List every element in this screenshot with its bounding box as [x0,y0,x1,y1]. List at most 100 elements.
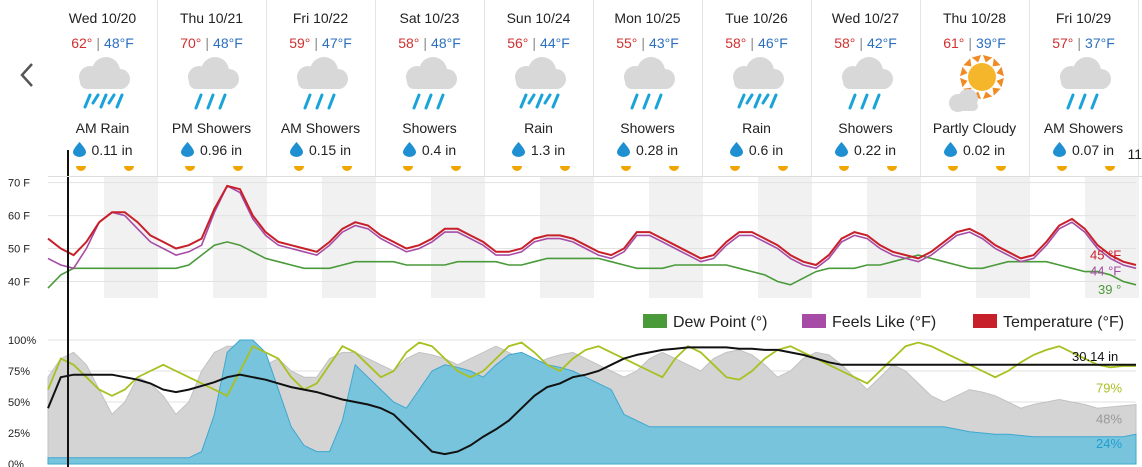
day-temps: 70° | 48°F [157,35,266,51]
sunrise-icon [1057,166,1067,171]
day-precip: 0.96 in [157,142,266,158]
temp-separator: | [750,35,755,51]
legend-swatch-temperature [973,314,997,328]
day-column[interactable]: Thu 10/28 61° | 39°F Partly Cloudy 0.02 in [920,0,1030,176]
sunrise-icon [621,166,631,171]
y-tick-label: 50% [8,397,30,409]
y-tick-label: 40 F [8,277,30,289]
day-precip: 0.22 in [811,142,920,158]
temp-separator: | [314,35,319,51]
sunrise-icon [185,166,195,171]
sunset-icon [669,166,679,171]
temp-separator: | [968,35,973,51]
day-date: Wed 10/27 [831,10,900,26]
high-temp: 58° [834,35,856,51]
day-condition: Showers [620,120,675,136]
day-condition: AM Rain [75,120,130,136]
day-column[interactable]: Sun 10/24 56° | 44°F Rain 1.3 in [484,0,594,176]
day-column[interactable]: Fri 10/29 57° | 37°F AM Showers 0.07 in [1029,0,1139,176]
humidity-line [47,341,1136,397]
day-date: Thu 10/28 [942,10,1007,26]
day-condition: Rain [524,120,553,136]
legend-label-dew-point: Dew Point (°) [673,314,767,331]
sunset-icon [778,166,788,171]
day-date: Tue 10/26 [725,10,788,26]
low-temp: 39°F [976,35,1006,51]
night-band [1085,176,1139,298]
temp-separator: | [423,35,428,51]
day-column[interactable]: Mon 10/25 55° | 43°F Showers 0.28 in [593,0,703,176]
raindrop-icon [834,142,848,157]
temp-separator: | [205,35,210,51]
temp-separator: | [96,35,101,51]
night-band [431,176,485,298]
day-temps: 58° | 46°F [702,35,811,51]
day-condition: Showers [838,120,893,136]
day-temps: 61° | 39°F [920,35,1029,51]
day-column[interactable]: Wed 10/27 58° | 42°F Showers 0.22 in [811,0,921,176]
y-tick-label: 100% [8,335,36,347]
low-temp: 37°F [1085,35,1115,51]
day-precip: 0.28 in [593,142,702,158]
low-temp: 47°F [322,35,352,51]
sunrise-icon [294,166,304,171]
next-day-partial-label: 11 [1127,146,1142,162]
legend-label-temperature: Temperature (°F) [1003,314,1124,331]
sunrise-icon [403,166,413,171]
raindrop-icon [511,142,525,157]
previous-days-button[interactable] [12,58,42,92]
legend-label-feels-like: Feels Like (°F) [832,314,936,331]
day-column[interactable]: Fri 10/22 59° | 47°F AM Showers 0.15 in [266,0,376,176]
day-precip: 0.6 in [702,142,811,158]
day-temps: 59° | 47°F [266,35,375,51]
night-band [758,176,812,298]
sunset-icon [124,166,134,171]
raindrop-icon [616,142,630,157]
rain-icon [733,57,784,109]
high-temp: 62° [71,35,93,51]
day-date: Thu 10/21 [179,10,244,26]
day-date: Mon 10/25 [614,10,681,26]
day-precip: 0.11 in [48,142,157,158]
day-condition: Partly Cloudy [932,120,1017,136]
partly-cloudy-icon [949,55,1004,112]
y-tick-label: 0% [8,459,24,467]
y-tick-label: 50 F [8,244,30,256]
sunset-icon [996,166,1006,171]
y-tick-label: 75% [8,366,30,378]
day-column[interactable]: Sat 10/23 58° | 48°F Showers 0.4 in [375,0,485,176]
precip-amount: 0.96 in [199,142,243,158]
day-date: Sat 10/23 [399,10,460,26]
showers-icon [1060,57,1111,110]
sunrise-icon [948,166,958,171]
raindrop-icon [402,142,416,157]
day-condition: AM Showers [280,120,361,136]
showers-icon [406,57,457,110]
day-date: Fri 10/22 [292,10,349,26]
day-temps: 57° | 37°F [1029,35,1138,51]
night-band [322,176,376,298]
y-tick-label: 70 F [8,178,30,190]
high-temp: 58° [398,35,420,51]
high-temp: 56° [507,35,529,51]
sunrise-icon [512,166,522,171]
humidity-end-label: 79% [1096,380,1122,395]
low-temp: 48°F [213,35,243,51]
day-column[interactable]: Tue 10/26 58° | 46°F Rain 0.6 in [702,0,812,176]
day-condition: PM Showers [171,120,252,136]
day-condition: Showers [402,120,457,136]
day-column[interactable]: Thu 10/21 70° | 48°F PM Showers 0.96 in [157,0,267,176]
rain-icon [515,57,566,109]
temp-separator: | [532,35,537,51]
day-column[interactable]: Wed 10/20 62° | 48°F AM Rain 0.11 in [48,0,158,176]
night-band [104,176,158,298]
showers-icon [624,57,675,110]
day-temps: 58° | 42°F [811,35,920,51]
y-tick-label: 60 F [8,211,30,223]
raindrop-icon [289,142,303,157]
dew-point-end-label: 39 ° [1098,282,1121,297]
precip-amount: 0.28 in [635,142,679,158]
high-temp: 59° [289,35,311,51]
raindrop-icon [729,142,743,157]
precip-chance-area [47,339,1137,465]
